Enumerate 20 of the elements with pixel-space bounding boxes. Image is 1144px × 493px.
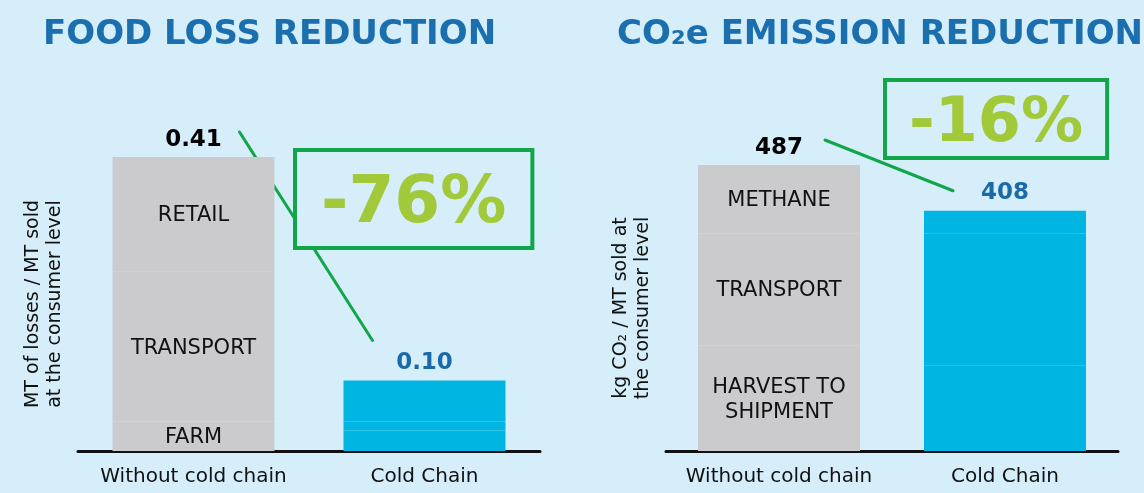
y-axis-title: kg CO₂ / MT sold at the consumer level [608, 216, 652, 400]
chart-title: CO₂e EMISSION REDUCTION [617, 12, 1144, 52]
series-label: TRANSPORT [129, 334, 257, 359]
series-label: HARVEST TO SHIPMENT [712, 373, 846, 423]
x-tick-label: Without cold chain [100, 463, 287, 487]
series-label: FARM [164, 424, 223, 449]
annotation: 0.10 [396, 347, 453, 374]
x-tick-label: Without cold chain [685, 463, 873, 487]
series-label: TRANSPORT [715, 277, 842, 302]
annotation: -76% [321, 160, 507, 238]
annotation: 0.41 [165, 124, 222, 151]
x-tick-label: Cold Chain [370, 463, 479, 487]
annotation: 487 [754, 132, 804, 159]
text: -16% [909, 82, 1084, 156]
annotation: 408 [980, 178, 1030, 205]
series-label: METHANE [727, 187, 831, 212]
x-tick-label: Cold Chain [951, 463, 1059, 487]
y-axis-title: MT of losses / MT sold at the consumer level [20, 199, 64, 409]
series-label: RETAIL [157, 202, 230, 227]
chart-title: FOOD LOSS REDUCTION [43, 12, 497, 52]
